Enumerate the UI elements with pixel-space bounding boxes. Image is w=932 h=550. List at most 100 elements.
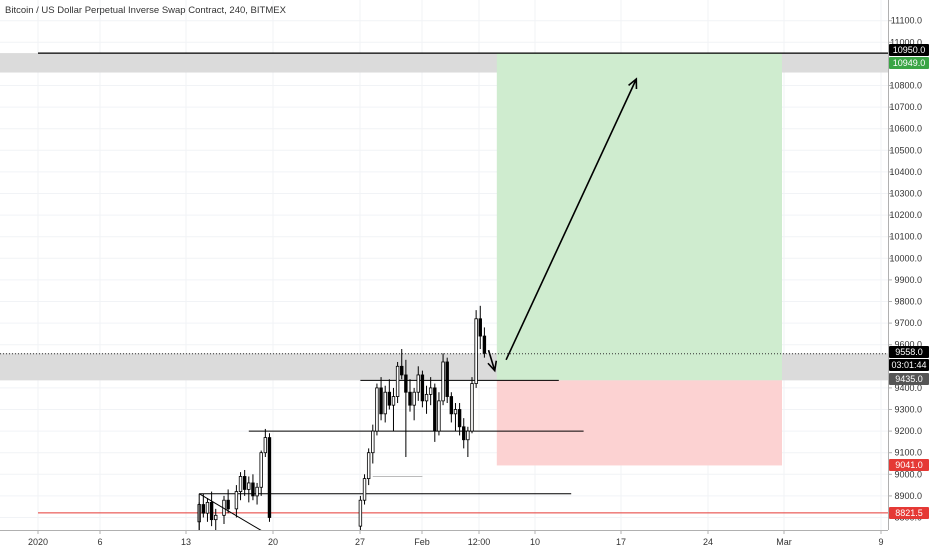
time-axis-background: [0, 530, 932, 550]
candle-down: [201, 504, 206, 514]
tag-stop-text: 9041.0: [895, 460, 923, 470]
price-tick-label: 10000.0: [889, 253, 922, 263]
price-axis-background: [888, 0, 932, 530]
candle-down: [379, 387, 383, 415]
time-tick-label: 10: [530, 537, 540, 547]
candle-down: [457, 409, 462, 428]
profit-zone: [496, 53, 782, 381]
price-tick-label: 9600.0: [894, 340, 922, 350]
price-tick-label: 10400.0: [889, 167, 922, 177]
candle-up: [416, 374, 420, 393]
arrow-line: [505, 78, 638, 361]
candle-up: [424, 393, 429, 402]
tag-target: 10949.0: [889, 57, 929, 69]
time-tick-label: 17: [616, 537, 626, 547]
candle-down: [478, 318, 482, 337]
tag-red-line: 8821.5: [889, 507, 929, 519]
candle-up: [238, 476, 243, 492]
tag-stop: 9041.0: [889, 459, 929, 471]
candle-up: [428, 387, 433, 395]
price-tick-label: 9900.0: [894, 275, 922, 285]
candle-down: [209, 501, 214, 521]
candle-down: [226, 499, 230, 510]
candle-up: [205, 501, 210, 514]
candle-up: [362, 478, 367, 501]
price-tick-label: 10200.0: [889, 210, 922, 220]
candle-down: [433, 387, 437, 432]
candle-up: [474, 318, 478, 384]
candle-up: [234, 491, 239, 510]
candle-up: [383, 391, 387, 415]
price-tick-label: 9400.0: [894, 383, 922, 393]
time-tick-label: 20: [268, 537, 278, 547]
candle-up: [453, 409, 458, 415]
tag-current-price-text: 9558.0: [895, 347, 923, 357]
candle-down: [267, 437, 272, 518]
candle-up: [259, 452, 263, 488]
candle-up: [358, 499, 363, 527]
price-tick-label: 10700.0: [889, 102, 922, 112]
candle-up: [366, 452, 371, 480]
tag-short-entry-text: 10950.0: [893, 45, 926, 55]
candle-down: [449, 396, 454, 415]
tag-target-text: 10949.0: [893, 58, 926, 68]
candle-up: [470, 383, 474, 432]
price-tick-label: 9000.0: [894, 469, 922, 479]
zones: [0, 53, 888, 466]
price-tick-label: 10300.0: [889, 189, 922, 199]
candle-down: [404, 374, 408, 393]
time-tick-label: 6: [97, 537, 102, 547]
time-tick-label: 9: [878, 537, 883, 547]
candle-down: [251, 482, 255, 497]
candle-up: [371, 430, 375, 454]
candle-down: [445, 361, 449, 397]
time-tick-label: 24: [703, 537, 713, 547]
time-tick-label: 2020: [28, 537, 48, 547]
candle-up: [375, 387, 379, 432]
tag-entry-text: 9435.0: [895, 374, 923, 384]
loss-zone: [496, 380, 782, 466]
arrow-head: [487, 360, 498, 373]
price-tick-label: 9200.0: [894, 426, 922, 436]
time-tick-label: Feb: [414, 537, 430, 547]
price-tick-label: 10500.0: [889, 145, 922, 155]
price-tick-label: 10600.0: [889, 124, 922, 134]
time-tick-label: Mar: [776, 537, 792, 547]
price-tick-label: 9700.0: [894, 318, 922, 328]
price-tick-label: 8900.0: [894, 491, 922, 501]
arrow-head: [628, 77, 638, 90]
candle-down: [400, 365, 404, 376]
price-tick-label: 9800.0: [894, 297, 922, 307]
candle-up: [395, 365, 400, 397]
time-tick-label: 12:00: [468, 537, 491, 547]
tag-red-line-text: 8821.5: [895, 508, 923, 518]
candle-down: [462, 426, 466, 441]
candle-up: [412, 391, 416, 406]
arrow-line: [487, 349, 496, 371]
candle-up: [247, 482, 251, 490]
horizontal-lines: [0, 52, 888, 514]
candle-up: [255, 486, 259, 497]
candle-up: [466, 430, 470, 441]
candle-down: [387, 391, 392, 406]
price-tick-label: 10100.0: [889, 232, 922, 242]
candle-down: [420, 374, 425, 402]
chart-title: Bitcoin / US Dollar Perpetual Inverse Sw…: [5, 5, 287, 16]
time-tick-label: 13: [181, 537, 191, 547]
time-axis[interactable]: 2020 6 13 20 27 Feb 12:00 10 17 24 Mar 9: [28, 530, 884, 547]
tag-countdown: 03:01:44: [889, 359, 929, 371]
candle-up: [437, 400, 441, 432]
arrows: [198, 77, 638, 531]
price-tick-label: 11000.0: [890, 37, 922, 47]
price-tick-label: 11100.0: [891, 16, 922, 26]
tag-short-entry: 10950.0: [889, 44, 929, 56]
pattern-line: [198, 493, 262, 531]
candle-up: [214, 514, 218, 521]
tag-entry: 9435.0: [889, 373, 929, 385]
candle-down: [482, 335, 487, 354]
candles: [197, 305, 487, 531]
tag-current-price: 9558.0: [889, 346, 929, 358]
price-tick-label: 9300.0: [894, 405, 922, 415]
candle-down: [242, 476, 247, 490]
